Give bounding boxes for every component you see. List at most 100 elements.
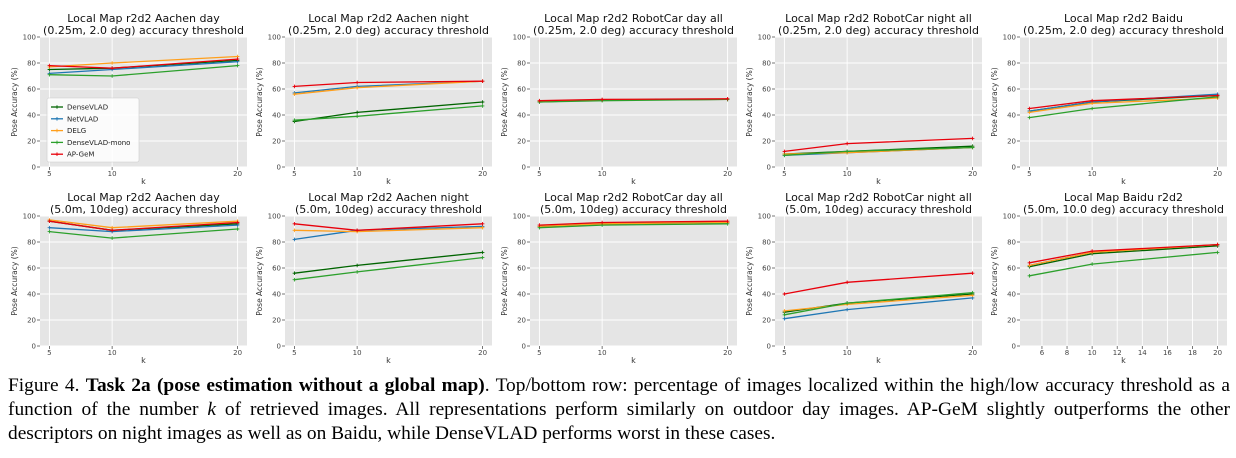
y-tick-label: 60 <box>27 265 36 273</box>
chart-panel-5: 0 20 40 60 80 100 5 10 20 k Pose Accuracy (%) Local… <box>990 12 1227 186</box>
chart-subtitle: (0.25m, 2.0 deg) accuracy threshold <box>1023 24 1224 37</box>
x-axis-label: k <box>1121 177 1126 186</box>
y-tick-label: 40 <box>1007 112 1016 120</box>
data-point <box>47 225 52 230</box>
x-axis-label: k <box>386 177 391 186</box>
data-point <box>110 228 114 233</box>
y-tick-label: 0 <box>1012 164 1016 172</box>
y-tick-label: 20 <box>27 138 36 146</box>
x-axis-label: k <box>631 356 636 365</box>
chart-subtitle: (5.0m, 10deg) accuracy threshold <box>540 203 727 216</box>
y-axis-label: Pose Accuracy (%) <box>500 246 509 315</box>
y-tick-label: 100 <box>268 213 281 221</box>
x-tick-label: 5 <box>537 170 541 178</box>
caption-label: Figure 4. <box>8 375 80 396</box>
data-point <box>782 316 787 321</box>
y-tick-label: 20 <box>762 317 771 325</box>
plot-area <box>40 216 247 346</box>
chart-title: Local Map Baidu r2d2 <box>1064 191 1183 204</box>
data-point <box>970 145 975 150</box>
x-tick-label: 20 <box>1213 170 1222 178</box>
chart-title: Local Map r2d2 RobotCar day all <box>544 12 723 25</box>
y-tick-label: 0 <box>32 164 36 172</box>
y-tick-label: 80 <box>272 60 281 68</box>
y-tick-label: 40 <box>762 112 771 120</box>
x-tick-label: 5 <box>47 349 51 357</box>
data-point <box>47 72 52 77</box>
data-point <box>355 110 359 115</box>
y-tick-label: 80 <box>517 239 526 247</box>
chart-subtitle: (5.0m, 10deg) accuracy threshold <box>785 203 972 216</box>
y-tick-label: 100 <box>1003 34 1016 42</box>
x-axis-label: k <box>1121 356 1126 365</box>
y-tick-label: 40 <box>762 291 771 299</box>
data-point <box>1090 98 1094 103</box>
legend-entry: NetVLAD <box>67 115 98 123</box>
data-point <box>1027 106 1032 111</box>
chart-legend: DenseVLAD NetVLAD DELG DenseVLAD-mono AP-GeM <box>46 97 140 163</box>
chart-title: Local Map r2d2 RobotCar night all <box>785 191 972 204</box>
data-point <box>480 100 485 104</box>
data-point <box>845 149 849 154</box>
data-point <box>110 61 114 65</box>
data-point <box>47 63 52 68</box>
chart-subtitle: (5.0m, 10deg) accuracy threshold <box>50 203 237 216</box>
x-tick-label: 20 <box>478 170 487 178</box>
x-tick-label: 20 <box>968 349 977 357</box>
x-tick-label: 12 <box>1113 349 1122 357</box>
y-axis-label: Pose Accuracy (%) <box>990 246 999 315</box>
caption-variable-k: k <box>207 399 216 420</box>
x-tick-label: 5 <box>782 170 786 178</box>
chart-panel-8: 0 20 40 60 80 100 5 10 20 k Pose Accuracy (%) Local… <box>500 191 737 365</box>
y-tick-label: 40 <box>517 291 526 299</box>
chart-panel-10: 0 20 40 60 80 100 6 8 10 12 14 16 18 20 k Pose Accuracy… <box>990 191 1227 365</box>
chart-title: Local Map r2d2 Baidu <box>1064 12 1183 25</box>
chart-subtitle: (5.0m, 10.0 deg) accuracy threshold <box>1023 203 1224 216</box>
x-tick-label: 20 <box>968 170 977 178</box>
chart-subtitle: (0.25m, 2.0 deg) accuracy threshold <box>778 24 979 37</box>
x-tick-label: 8 <box>1065 349 1069 357</box>
x-tick-label: 20 <box>233 170 242 178</box>
x-tick-label: 5 <box>292 170 296 178</box>
x-tick-label: 10 <box>1088 349 1097 357</box>
y-tick-label: 80 <box>272 239 281 247</box>
x-tick-label: 10 <box>1088 170 1097 178</box>
chart-subtitle: (0.25m, 2.0 deg) accuracy threshold <box>533 24 734 37</box>
legend-entry: DenseVLAD-mono <box>67 139 130 147</box>
data-point <box>845 307 849 312</box>
x-tick-label: 10 <box>598 349 607 357</box>
y-tick-label: 60 <box>1007 265 1016 273</box>
legend-entry: AP-GeM <box>67 151 94 159</box>
plot-area <box>1020 216 1227 346</box>
chart-title: Local Map r2d2 RobotCar day all <box>544 191 723 204</box>
x-tick-label: 5 <box>292 349 296 357</box>
y-tick-label: 80 <box>517 60 526 68</box>
data-point <box>845 141 849 146</box>
x-axis-label: k <box>141 177 146 186</box>
y-axis-label: Pose Accuracy (%) <box>745 67 754 136</box>
data-point <box>292 237 297 242</box>
data-point <box>110 236 114 240</box>
data-point <box>1215 242 1220 247</box>
x-axis-label: k <box>631 177 636 186</box>
data-point <box>1090 249 1094 253</box>
legend-marker <box>55 152 59 156</box>
x-tick-label: 20 <box>723 170 732 178</box>
x-tick-label: 10 <box>108 349 117 357</box>
chart-title: Local Map r2d2 Aachen day <box>67 191 220 204</box>
chart-panel-6: 0 20 40 60 80 100 5 10 20 k Pose Accuracy (%) Local… <box>10 191 247 365</box>
chart-subtitle: (5.0m, 10deg) accuracy threshold <box>295 203 482 216</box>
data-point <box>480 79 485 83</box>
y-tick-label: 60 <box>517 86 526 94</box>
data-point <box>47 219 52 223</box>
data-point <box>1027 274 1032 278</box>
x-tick-label: 10 <box>843 170 852 178</box>
legend-marker <box>55 140 59 145</box>
data-point <box>480 225 485 230</box>
legend-marker <box>55 105 59 109</box>
y-tick-label: 100 <box>513 213 526 221</box>
x-tick-label: 10 <box>108 170 117 178</box>
y-tick-label: 100 <box>758 34 771 42</box>
data-point <box>235 220 240 225</box>
y-tick-label: 0 <box>277 164 281 172</box>
